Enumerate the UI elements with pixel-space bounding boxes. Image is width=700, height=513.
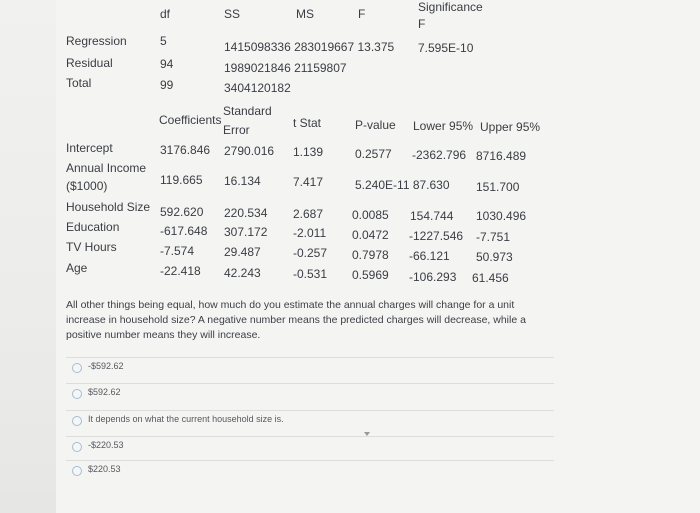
screen-panel <box>56 0 700 513</box>
answer-option-label: $220.53 <box>88 464 121 474</box>
anova-header-ms: MS <box>296 7 314 21</box>
mouse-cursor-icon <box>364 432 370 436</box>
coef-row-tstat: -2.011 <box>293 226 327 240</box>
anova-header-significance-f: F <box>418 17 426 31</box>
coef-row-label: Age <box>66 261 88 275</box>
radio-button[interactable] <box>72 466 82 476</box>
coef-row-tstat: -0.531 <box>293 267 328 281</box>
answer-option-label: -$592.62 <box>88 361 124 371</box>
coef-row-coefficient: -22.418 <box>160 264 201 278</box>
anova-row-df: 99 <box>160 78 174 92</box>
anova-row-label: Residual <box>66 56 113 70</box>
anova-row-df: 94 <box>160 57 174 71</box>
coef-header-tstat: t Stat <box>293 116 322 130</box>
coef-header-se-line2: Error <box>223 123 250 137</box>
coef-row-lower: -106.293 <box>409 270 457 284</box>
coef-row-upper: 8716.489 <box>476 149 527 163</box>
coef-header-pvalue: P-value <box>355 118 396 132</box>
coef-row-std-error: 2790.016 <box>224 144 275 158</box>
radio-button[interactable] <box>72 389 82 399</box>
coef-row-pvalue: 0.2577 <box>355 147 392 161</box>
coef-row-label: TV Hours <box>66 240 117 254</box>
coef-row-lower: -1227.546 <box>409 229 464 243</box>
coef-row-label: Education <box>66 220 120 234</box>
coef-row-upper: 151.700 <box>476 180 520 194</box>
coef-row-std-error: 29.487 <box>224 245 261 259</box>
radio-button[interactable] <box>72 442 82 452</box>
anova-row-label: Total <box>66 76 92 90</box>
question-text: All other things being equal, how much d… <box>66 299 526 341</box>
coef-row-std-error: 16.134 <box>224 174 261 188</box>
anova-row-values: 1989021846 21159807 <box>224 61 347 75</box>
coef-row-label: Intercept <box>66 141 113 155</box>
answer-option[interactable]: $592.62 <box>66 383 554 406</box>
coef-row-lower: -2362.796 <box>412 148 467 162</box>
coef-row-tstat: -0.257 <box>293 246 328 260</box>
coef-row-tstat: 7.417 <box>293 175 324 189</box>
radio-button[interactable] <box>72 416 82 426</box>
anova-header-f: F <box>358 7 366 21</box>
coef-row-std-error: 307.172 <box>224 225 268 239</box>
anova-row-label: Regression <box>66 34 127 48</box>
coef-row-upper: 61.456 <box>472 271 509 285</box>
coef-row-lower: -66.121 <box>409 249 450 263</box>
coef-row-lower: 154.744 <box>410 209 454 223</box>
coef-row-coefficient: 3176.846 <box>160 143 211 157</box>
coef-row-tstat: 1.139 <box>293 145 324 159</box>
coef-row-upper: 50.973 <box>476 250 513 264</box>
coef-row-pvalue: 0.7978 <box>352 248 389 262</box>
coef-header-lower: Lower 95% <box>413 119 474 133</box>
coef-row-upper: 1030.496 <box>476 209 527 223</box>
coef-header-se-line1: Standard <box>223 104 272 118</box>
coef-header-coefficients: Coefficients <box>159 113 222 127</box>
coef-row-label-units: ($1000) <box>66 179 108 193</box>
answer-option-label: -$220.53 <box>88 440 124 450</box>
coef-row-label: Annual Income <box>66 161 147 175</box>
coef-row-coefficient: -617.648 <box>160 224 208 238</box>
answer-option[interactable]: $220.53 <box>66 460 554 483</box>
coef-row-pvalue: 0.0472 <box>352 228 389 242</box>
anova-row-df: 5 <box>160 34 167 48</box>
coef-row-label: Household Size <box>66 200 151 214</box>
answer-option-label: It depends on what the current household… <box>88 414 284 424</box>
coef-row-coefficient: 592.620 <box>160 205 204 219</box>
coef-row-pvalue: 0.5969 <box>352 268 389 282</box>
coef-row-coefficient: 119.665 <box>160 173 203 187</box>
anova-header-significance: Significance <box>418 0 483 14</box>
coef-row-pvalue: 5.240E-11 87.630 <box>355 178 450 192</box>
coef-header-upper: Upper 95% <box>480 120 541 134</box>
answer-option-label: $592.62 <box>88 387 121 397</box>
anova-header-ss: SS <box>224 7 241 21</box>
coef-row-upper: -7.751 <box>476 230 511 244</box>
anova-row-significance: 7.595E-10 <box>418 41 474 55</box>
coef-row-tstat: 2.687 <box>293 207 324 221</box>
coef-row-pvalue: 0.0085 <box>352 208 389 222</box>
answer-option[interactable]: It depends on what the current household… <box>66 410 554 433</box>
radio-button[interactable] <box>72 363 82 373</box>
answer-option[interactable]: -$220.53 <box>66 436 554 459</box>
coef-row-std-error: 42.243 <box>224 266 261 280</box>
coef-row-coefficient: -7.574 <box>160 244 195 258</box>
answer-option[interactable]: -$592.62 <box>66 357 554 380</box>
anova-row-values: 3404120182 <box>224 81 291 95</box>
anova-header-df: df <box>160 7 171 21</box>
coef-row-std-error: 220.534 <box>224 206 268 220</box>
anova-row-values: 1415098336 283019667 13.375 <box>224 40 395 54</box>
